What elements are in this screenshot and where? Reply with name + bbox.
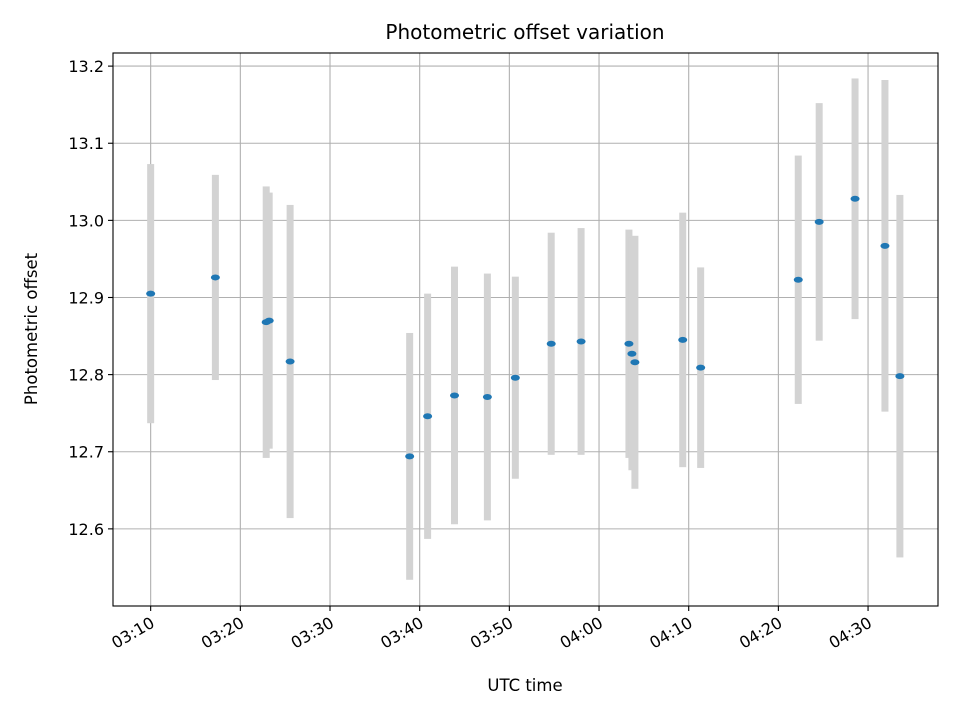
data-point	[627, 350, 637, 357]
data-point	[264, 317, 274, 324]
x-tick-label: 04:20	[736, 613, 785, 653]
chart-title: Photometric offset variation	[385, 20, 664, 44]
plot-background	[113, 53, 938, 606]
data-point	[696, 364, 706, 371]
data-point	[624, 340, 634, 347]
data-point	[482, 393, 492, 400]
data-point	[630, 359, 640, 366]
data-points	[146, 195, 905, 460]
y-tick-label: 13.0	[68, 211, 104, 230]
data-point	[450, 392, 460, 399]
data-point	[793, 276, 803, 283]
data-point	[576, 338, 586, 345]
x-tick-label: 03:30	[288, 613, 337, 653]
y-axis: 12.6 12.7 12.8 12.9 13.0 13.1 13.2	[68, 57, 113, 539]
data-point	[423, 413, 433, 420]
data-point	[405, 453, 415, 460]
x-tick-label: 04:10	[646, 613, 695, 653]
data-point	[678, 336, 688, 343]
data-point	[814, 218, 824, 225]
x-axis-label: UTC time	[487, 676, 562, 695]
grid	[113, 53, 938, 606]
y-tick-label: 12.9	[68, 288, 104, 307]
x-tick-label: 03:40	[377, 613, 426, 653]
y-tick-label: 12.8	[68, 366, 104, 385]
data-point	[210, 274, 220, 281]
y-tick-label: 12.7	[68, 443, 104, 462]
x-axis: 03:10 03:20 03:30 03:40 03:50 04:00 04:10 04:20…	[108, 606, 875, 653]
y-tick-label: 13.1	[68, 134, 104, 153]
x-tick-label: 03:20	[198, 613, 247, 653]
data-point	[510, 374, 520, 381]
y-axis-label: Photometric offset	[22, 252, 41, 405]
data-point	[146, 290, 156, 297]
data-point	[285, 358, 295, 365]
data-point	[850, 195, 860, 202]
data-point	[546, 340, 556, 347]
x-tick-label: 03:50	[467, 613, 516, 653]
x-tick-label: 03:10	[108, 613, 157, 653]
x-tick-label: 04:00	[557, 613, 606, 653]
x-tick-label: 04:30	[826, 613, 875, 653]
y-tick-label: 12.6	[68, 520, 104, 539]
y-tick-label: 13.2	[68, 57, 104, 76]
data-point	[880, 242, 890, 249]
plot-frame	[112, 52, 939, 607]
data-point	[895, 373, 905, 380]
